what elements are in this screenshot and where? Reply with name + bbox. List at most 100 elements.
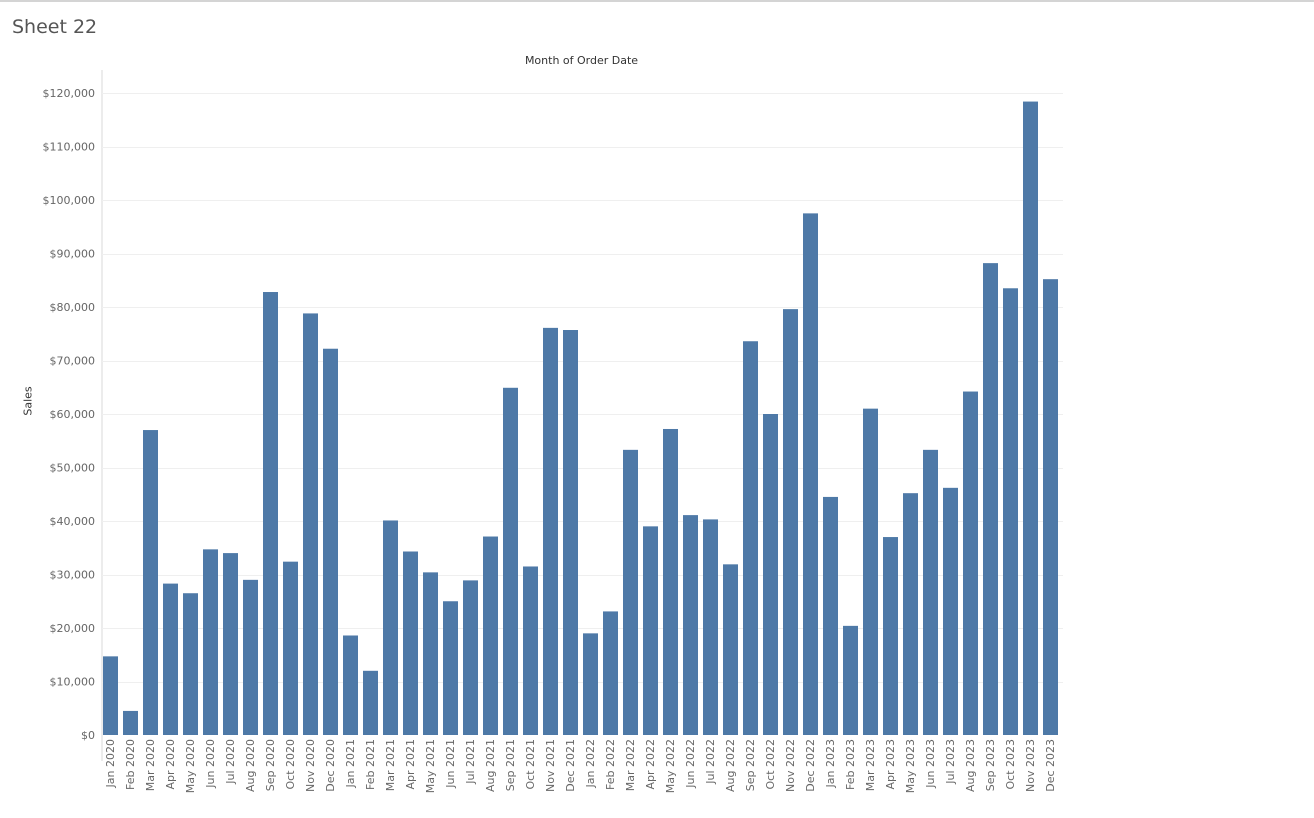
y-tick-label: $70,000 [50,355,96,368]
x-tick-label: Mar 2021 [384,739,397,791]
bar[interactable] [483,536,498,735]
bar[interactable] [363,670,378,735]
x-tick-label: Jul 2021 [464,739,477,785]
y-tick-label: $120,000 [43,87,96,100]
bars [103,101,1058,735]
x-tick-label: Sep 2020 [264,739,277,791]
x-tick-label: Feb 2021 [364,739,377,790]
y-tick-label: $100,000 [43,194,96,207]
bar[interactable] [803,213,818,735]
bar[interactable] [763,414,778,735]
x-tick-label: Jan 2020 [104,739,117,788]
bar[interactable] [523,566,538,735]
x-tick-label: Aug 2023 [964,739,977,792]
bar[interactable] [563,330,578,735]
bar[interactable] [463,580,478,735]
bar[interactable] [443,601,458,735]
x-tick-label: Feb 2022 [604,739,617,790]
x-tick-label: Jun 2023 [924,739,937,789]
x-tick-label: Dec 2021 [564,739,577,792]
bar[interactable] [343,635,358,735]
x-tick-label: Jul 2022 [704,739,717,785]
x-tick-label: Oct 2023 [1004,739,1017,790]
bar[interactable] [123,710,138,735]
bar[interactable] [643,526,658,735]
bar[interactable] [1043,279,1058,735]
sheet-title: Sheet 22 [12,16,98,38]
x-tick-label: Aug 2022 [724,739,737,792]
bar[interactable] [503,387,518,735]
bar[interactable] [1023,101,1038,735]
x-tick-label: Jul 2020 [224,739,237,785]
x-tick-label: Sep 2022 [744,739,757,791]
x-tick-label: Sep 2021 [504,739,517,791]
x-tick-label: Feb 2020 [124,739,137,790]
y-tick-label: $90,000 [50,248,96,261]
bar[interactable] [723,564,738,735]
bar[interactable] [783,309,798,735]
x-tick-label: Mar 2023 [864,739,877,791]
bar[interactable] [403,551,418,735]
x-tick-label: Mar 2022 [624,739,637,791]
x-tick-label: Apr 2020 [164,739,177,790]
x-tick-label: May 2020 [184,739,197,793]
x-tick-label: Nov 2022 [784,739,797,792]
x-tick-label: Jan 2022 [584,739,597,788]
x-tick-label: Nov 2020 [304,739,317,792]
x-tick-label: Feb 2023 [844,739,857,790]
x-tick-label: Dec 2022 [804,739,817,792]
x-tick-label: May 2021 [424,739,437,793]
bar[interactable] [883,537,898,735]
x-tick-label: Apr 2023 [884,739,897,790]
bar[interactable] [1003,288,1018,735]
bar[interactable] [323,348,338,735]
sheet-top-border [0,0,1314,2]
bar[interactable] [223,553,238,735]
bar[interactable] [623,449,638,735]
x-tick-label: Jan 2023 [824,739,837,788]
x-tick-label: May 2023 [904,739,917,793]
y-tick-label: $40,000 [50,515,96,528]
bar[interactable] [703,519,718,735]
bar[interactable] [603,611,618,735]
bar[interactable] [683,515,698,735]
bar[interactable] [983,263,998,735]
bar[interactable] [963,391,978,735]
bar[interactable] [243,579,258,735]
bar[interactable] [743,341,758,735]
bar[interactable] [863,408,878,735]
y-tick-label: $110,000 [43,141,96,154]
bar[interactable] [923,449,938,735]
bar[interactable] [183,593,198,735]
bar[interactable] [283,561,298,735]
x-tick-label: Jun 2021 [444,739,457,789]
bar[interactable] [303,313,318,735]
x-axis-header: Month of Order Date [524,54,639,67]
y-tick-label: $30,000 [50,569,96,582]
y-tick-label: $10,000 [50,676,96,689]
bar[interactable] [163,583,178,735]
y-tick-label: $80,000 [50,301,96,314]
x-tick-label: Oct 2022 [764,739,777,790]
bar[interactable] [583,633,598,735]
x-tick-label: Jul 2023 [944,739,957,785]
bar[interactable] [143,430,158,735]
x-tick-label: Oct 2020 [284,739,297,790]
bar[interactable] [903,493,918,735]
x-tick-label: Jun 2022 [684,739,697,789]
bar[interactable] [383,520,398,735]
bar[interactable] [423,572,438,735]
y-tick-label: $50,000 [50,462,96,475]
x-axis-ticks: Jan 2020 Feb 2020 Mar 2020 Apr 2020 May 2020… [104,739,1057,793]
bar[interactable] [823,496,838,735]
bar[interactable] [263,292,278,735]
bar[interactable] [103,656,118,735]
bar[interactable] [943,487,958,735]
bar[interactable] [843,625,858,735]
x-tick-label: Aug 2021 [484,739,497,792]
bar[interactable] [203,549,218,735]
bar[interactable] [543,327,558,735]
gridlines [101,70,1063,761]
bar[interactable] [663,428,678,735]
y-tick-label: $0 [81,729,95,742]
